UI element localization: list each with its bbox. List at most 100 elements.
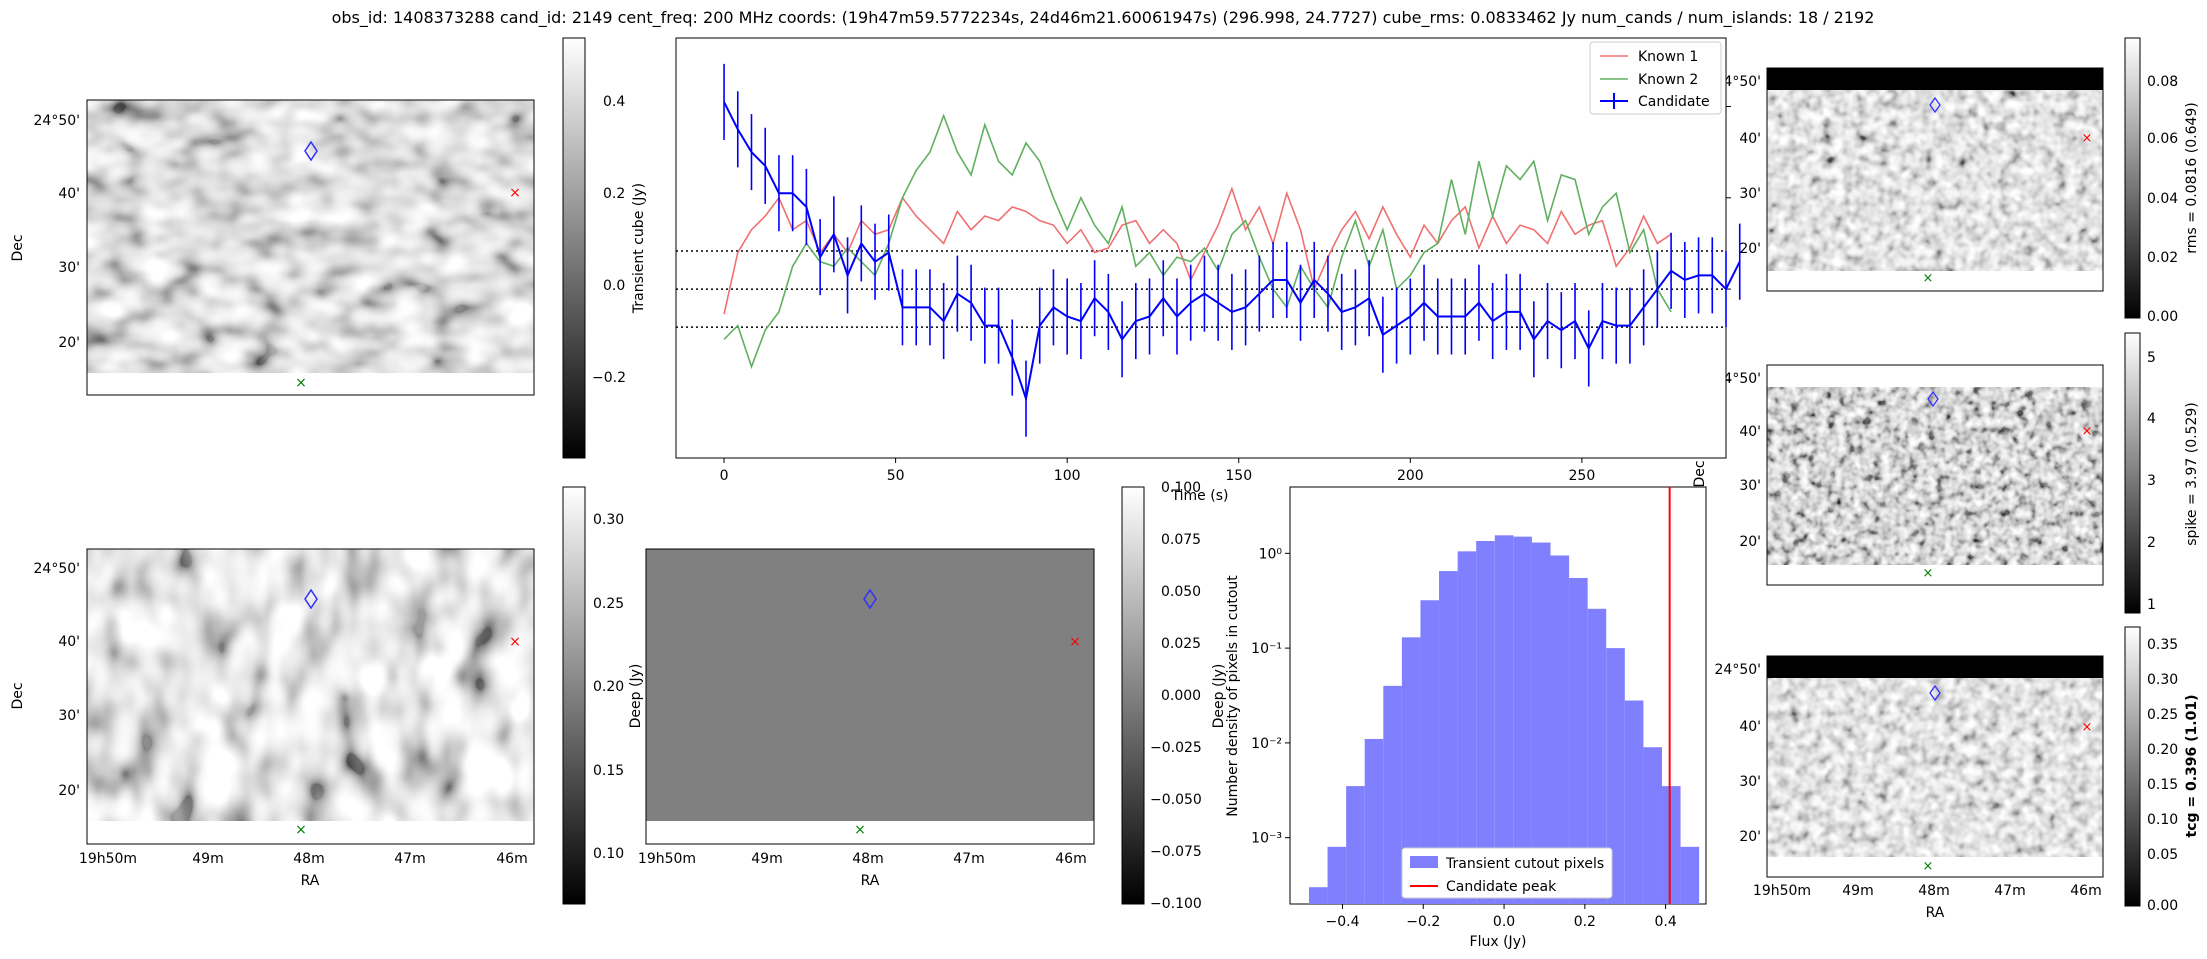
reference-x-icon: ×	[854, 822, 866, 838]
cbar-tick-label: −0.2	[592, 370, 626, 386]
histogram-bar	[1624, 700, 1644, 904]
x-tick-label: 200	[1397, 468, 1424, 484]
histogram-bar	[1513, 536, 1532, 904]
histogram-bars	[1308, 487, 1700, 904]
dec-tick-label: 30'	[58, 260, 80, 276]
panel-transient: × ×	[86, 99, 535, 396]
cbar-tick-label: 0.04	[2147, 191, 2178, 207]
cbar-label: tcg = 0.396 (1.01)	[2184, 695, 2200, 838]
cbar-tick-label: −0.025	[1150, 740, 1202, 756]
cbar-tick-label: 0.050	[1161, 584, 1201, 600]
histogram-bar	[1531, 542, 1551, 904]
histogram-bar	[1643, 747, 1662, 904]
deep-colorbar: 0.30 0.25 0.20 0.15 0.10 Deep (Jy)	[562, 486, 644, 905]
ra-tick-label: 47m	[953, 851, 984, 867]
ra-axis-label: RA	[301, 873, 320, 889]
legend-known1-label: Known 1	[1638, 49, 1698, 65]
known-source-x-icon: ×	[2082, 424, 2093, 439]
ra-tick-label: 46m	[2070, 883, 2101, 899]
histogram-bar	[1680, 846, 1700, 904]
histogram-bar	[1457, 551, 1477, 904]
cbar-tick-label: 0.025	[1161, 636, 1201, 652]
spike-image	[1767, 387, 2103, 565]
panel-spike: × ×	[1766, 364, 2104, 586]
legend-candidate-label: Candidate	[1638, 94, 1710, 110]
y-tick-label: 10⁻³	[1251, 831, 1282, 847]
ra-tick-label: 19h50m	[638, 851, 696, 867]
histogram-bar	[1606, 648, 1625, 904]
cbar-label: Deep (Jy)	[1211, 664, 1227, 729]
reference-x-icon: ×	[1923, 271, 1934, 286]
reference-x-icon: ×	[295, 375, 307, 391]
histogram-bar	[1364, 738, 1384, 904]
histogram-xlabel: Flux (Jy)	[1470, 934, 1527, 950]
cbar-tick-label: 0.08	[2147, 74, 2178, 90]
cbar-tick-label: 4	[2147, 411, 2156, 427]
transient-image	[87, 100, 534, 373]
cbar-tick-label: 0.4	[603, 94, 625, 110]
histogram-bar	[1308, 887, 1328, 904]
cbar-tick-label: 0.000	[1161, 688, 1201, 704]
dec-tick-label: 40'	[58, 634, 80, 650]
dec-tick-label: 20'	[1739, 241, 1761, 257]
histogram-bar	[1439, 571, 1458, 904]
cbar-tick-label: 0.100	[1161, 480, 1201, 496]
cbar-tick-label: 5	[2147, 350, 2156, 366]
dec-axis-label: Dec	[10, 682, 26, 709]
cbar-tick-label: 0.10	[593, 846, 624, 862]
candidate-marker-icon	[304, 588, 318, 610]
ra-tick-label: 48m	[852, 851, 883, 867]
cbar-tick-label: 0.25	[2147, 707, 2178, 723]
cbar-tick-label: 0.10	[2147, 812, 2178, 828]
panel-tcg: × ×	[1766, 655, 2104, 878]
series-line-known-2	[723, 113, 1672, 370]
gleam-ra-ticks: 19h50m 49m 48m 47m 46m RA	[638, 851, 1087, 889]
x-tick-label: 0.0	[1493, 914, 1515, 930]
dec-tick-label: 20'	[58, 783, 80, 799]
dec-tick-label: 40'	[58, 186, 80, 202]
cbar-tick-label: 0.25	[593, 596, 624, 612]
histogram-bar	[1401, 637, 1421, 904]
figure-title: obs_id: 1408373288 cand_id: 2149 cent_fr…	[332, 8, 1875, 28]
cbar-tick-label: 0.35	[2147, 637, 2178, 653]
cbar-tick-label: −0.075	[1150, 844, 1202, 860]
deep-image	[87, 549, 534, 821]
transient-dec-ticks: 24°50' 40' 30' 20' Dec	[10, 113, 80, 351]
tcg-image	[1767, 678, 2103, 857]
cbar-tick-label: 0.075	[1161, 532, 1201, 548]
cbar-tick-label: 0.0	[603, 278, 625, 294]
reference-x-icon: ×	[1923, 859, 1934, 874]
histogram-bar	[1661, 786, 1681, 904]
ra-tick-label: 49m	[1842, 883, 1873, 899]
x-tick-label: −0.4	[1326, 914, 1360, 930]
cbar-tick-label: −0.050	[1150, 792, 1202, 808]
lightcurve-xlabel: Time (s)	[1171, 488, 1229, 504]
cbar-tick-label: 0.15	[2147, 777, 2178, 793]
legend-hist-label: Transient cutout pixels	[1445, 856, 1604, 872]
dec-axis-label: Dec	[10, 234, 26, 261]
dec-axis-label: Dec	[1692, 460, 1708, 487]
known-source-x-icon: ×	[509, 185, 521, 201]
cbar-tick-label: 1	[2147, 597, 2156, 613]
x-tick-label: 0.4	[1654, 914, 1676, 930]
known-source-x-icon: ×	[2082, 131, 2093, 146]
ra-tick-label: 47m	[1994, 883, 2025, 899]
x-tick-label: 100	[1054, 468, 1081, 484]
ra-tick-label: 46m	[1055, 851, 1086, 867]
reference-x-icon: ×	[295, 822, 307, 838]
deep-dec-ticks: 24°50' 40' 30' 20' Dec	[10, 561, 80, 799]
ra-tick-label: 19h50m	[1753, 883, 1811, 899]
legend-hist-swatch	[1410, 856, 1438, 868]
cbar-label: rms = 0.0816 (0.649)	[2184, 102, 2200, 254]
dec-tick-label: 20'	[1739, 829, 1761, 845]
panel-gleam: × ×	[645, 548, 1095, 845]
lightcurve-plot: 0 50 100 150 200 250 Time (s) Known 1 Known 2…	[675, 37, 1741, 504]
histogram-bar	[1327, 846, 1347, 904]
panel-rms: × ×	[1766, 67, 2104, 292]
ra-tick-label: 48m	[1918, 883, 1949, 899]
spike-colorbar: 5 4 3 2 1 spike = 3.97 (0.529)	[2124, 332, 2200, 614]
histogram-bar	[1550, 555, 1570, 904]
dec-tick-label: 24°50'	[34, 561, 80, 577]
candidate-marker-icon	[863, 588, 877, 610]
